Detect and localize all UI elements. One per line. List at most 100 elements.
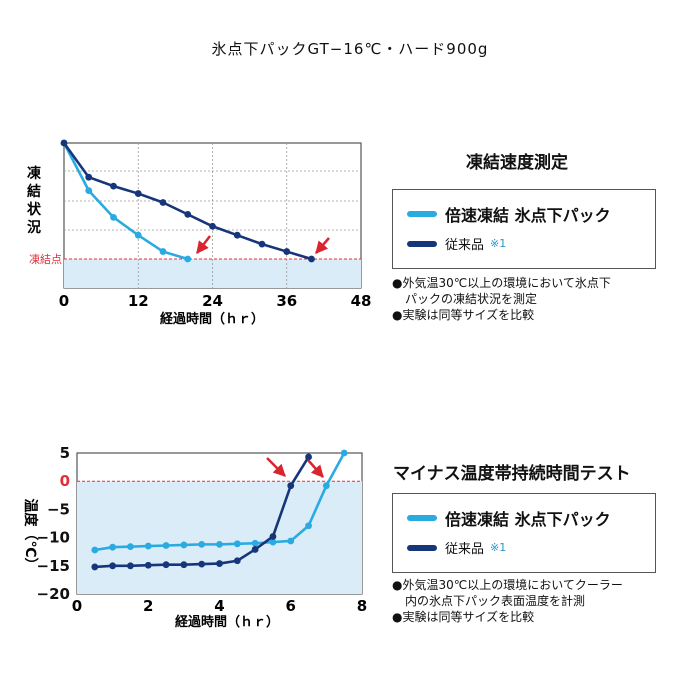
legend-swatch-conventional [407,240,437,247]
note-line: 内の氷点下パック表面温度を計測 [405,594,586,608]
x-tick-label: 0 [72,597,82,615]
notes: ●外気温30℃以上の環境において氷点下 パックの凍結状況を測定 ●実験は同等サイ… [392,275,611,323]
data-point-conventional [258,240,266,248]
data-point-conventional [127,562,134,570]
series-line-fast [62,142,189,261]
data-point-fast [91,546,99,554]
data-point-fast [216,540,223,548]
data-point-fast [198,540,206,548]
legend-item-fast: 倍速凍結 氷点下パック [407,506,611,530]
y-tick-label: −15 [37,557,70,575]
page-title: 氷点下パックGT−16℃・ハード900g [211,40,489,58]
x-tick-label: 0 [59,292,69,310]
legend-note: ※1 [490,541,507,554]
legend-label-conventional: 従来品 [445,542,485,557]
data-point-fast [109,543,117,551]
freezing-speed-chart: 0 12 24 36 48 凍結状況 凍結点 経過時間（ｈｒ） [27,139,372,327]
data-point-fast [180,541,188,549]
data-point-conventional [110,182,117,190]
x-tick-label: 48 [351,292,372,310]
data-point-conventional [209,222,216,230]
data-point-fast [305,522,312,530]
data-point-conventional [251,546,259,553]
legend-item-conventional: 従来品 ※1 [407,538,506,557]
data-point-conventional [308,255,315,263]
data-point-conventional [85,173,93,181]
data-point-fast [233,540,241,548]
data-point-conventional [216,560,223,567]
chart-heading: 凍結速度測定 [466,153,568,173]
data-point-conventional [269,533,277,540]
legend: 倍速凍結 氷点下パック 従来品 ※1 [392,189,656,269]
legend-item-fast: 倍速凍結 氷点下パック [407,202,611,226]
note-line: ●外気温30℃以上の環境において氷点下 [392,276,611,290]
x-tick-label: 6 [286,597,296,615]
data-point-conventional [287,482,295,490]
legend-label-fast: 倍速凍結 氷点下パック [445,206,611,225]
data-point-fast [251,539,259,547]
arrow-conventional-freezing [315,237,330,254]
below-zero-band [77,481,362,594]
data-point-fast [110,213,117,221]
x-axis-label: 経過時間（ｈｒ） [160,311,264,327]
y-axis-label: 凍結状況 [27,165,42,236]
y-tick-label: −5 [47,500,70,518]
x-tick-label: 24 [202,292,223,310]
data-point-conventional [184,210,192,218]
y-tick-label: −20 [37,585,70,603]
data-point-fast [127,543,134,551]
y-tick-label: 0 [60,472,70,490]
y-axis-label: 温度（℃） [22,499,39,572]
legend-swatch-conventional [407,544,437,551]
data-point-conventional [305,453,312,461]
data-point-fast [134,231,142,239]
note-line: ●外気温30℃以上の環境においてクーラー [392,578,623,592]
x-tick-label: 36 [276,292,297,310]
data-point-conventional [180,561,188,569]
legend-label-conventional: 従来品 [445,238,485,253]
data-point-fast [287,537,295,545]
legend-swatch-fast [407,515,437,521]
arrow-fast-thaw [307,459,324,478]
data-point-conventional [162,561,170,569]
x-axis-label: 経過時間（ｈｒ） [175,614,279,630]
data-point-conventional [233,231,241,239]
legend-swatch-fast [407,211,437,217]
y-tick-label: −10 [37,529,70,547]
data-point-conventional [134,190,142,197]
x-tick-label: 8 [357,597,367,615]
data-point-conventional [60,139,68,147]
data-point-fast [144,542,152,550]
note-line: ●実験は同等サイズを比較 [392,308,535,322]
data-point-fast [340,449,348,457]
data-point-conventional [159,199,167,206]
arrow-fast-freezing [196,235,211,254]
legend-label-fast: 倍速凍結 氷点下パック [445,510,611,529]
note-line: ●実験は同等サイズを比較 [392,610,535,624]
chart-heading: マイナス温度帯持続時間テスト [393,464,631,484]
notes: ●外気温30℃以上の環境においてクーラー 内の氷点下パック表面温度を計測 ●実験… [392,577,623,625]
legend: 倍速凍結 氷点下パック 従来品 ※1 [392,493,656,573]
data-point-conventional [233,557,241,565]
x-tick-label: 12 [128,292,149,310]
data-point-fast [322,482,330,490]
arrow-conventional-thaw [266,457,286,477]
data-point-fast [184,255,192,263]
data-point-fast [85,187,93,194]
data-point-fast [159,248,167,255]
freezing-point-label: 凍結点 [29,252,62,266]
legend-item-conventional: 従来品 ※1 [407,234,506,253]
note-line: パックの凍結状況を測定 [405,292,538,306]
data-point-conventional [109,562,117,570]
x-tick-label: 4 [214,597,224,615]
data-point-fast [162,542,170,549]
data-point-conventional [144,561,152,569]
y-tick-label: 5 [60,444,70,462]
data-point-conventional [91,563,99,571]
x-tick-label: 2 [143,597,153,615]
minus-temperature-duration-chart: 0 2 4 6 8 5 0 −5 −10 −15 −20 温度（℃） 経過時間（ｈｒ） [22,444,367,630]
data-point-conventional [198,560,206,568]
data-point-conventional [283,248,291,255]
legend-note: ※1 [490,237,507,250]
data-point-fast [269,538,277,546]
